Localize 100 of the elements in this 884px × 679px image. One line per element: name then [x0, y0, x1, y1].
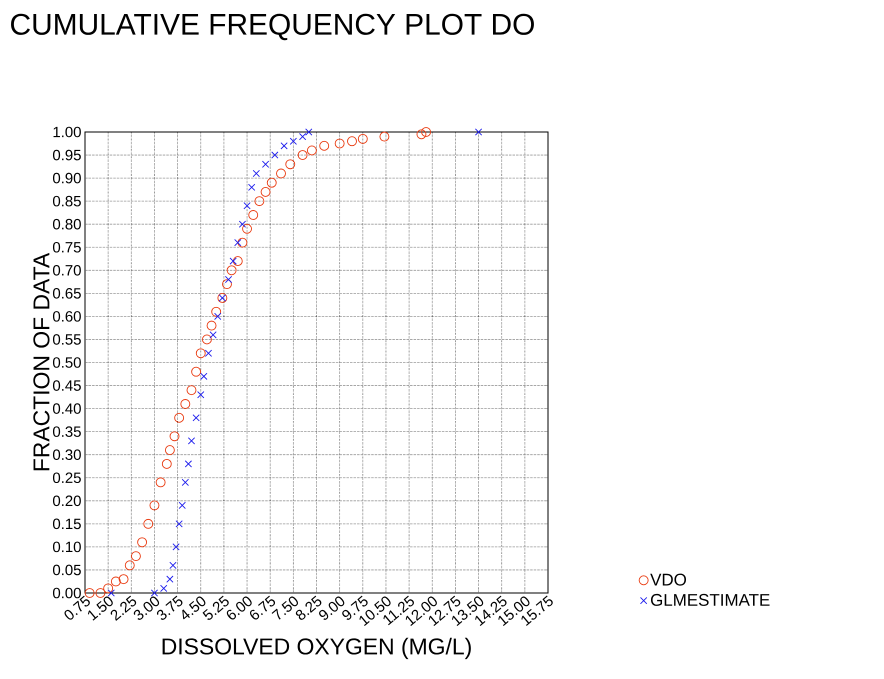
- point: [254, 196, 264, 206]
- point: [237, 238, 248, 248]
- point: [243, 202, 251, 210]
- point: [169, 562, 177, 569]
- point: [206, 320, 216, 331]
- y-tick-label: 0.65: [52, 288, 81, 299]
- point: [110, 576, 121, 586]
- point: [334, 138, 345, 148]
- y-tick-label: 0.35: [52, 426, 81, 437]
- chart-title: CUMULATIVE FREQUENCY PLOT DO: [11, 14, 534, 40]
- point: [176, 520, 183, 528]
- point: [188, 437, 196, 444]
- y-tick-label: 1.00: [54, 126, 81, 138]
- y-tick-label: 0.45: [52, 380, 81, 391]
- point: [222, 279, 232, 290]
- y-tick-label: 0.25: [52, 472, 81, 484]
- point: [182, 478, 189, 486]
- y-tick-label: 0.10: [52, 542, 81, 552]
- point: [131, 551, 141, 562]
- point: [150, 589, 158, 597]
- point: [230, 257, 237, 265]
- point: [298, 132, 306, 140]
- point: [204, 350, 212, 357]
- point: [319, 140, 330, 151]
- point: [197, 391, 204, 398]
- y-tick-label: 0.75: [52, 242, 81, 253]
- point: [200, 372, 208, 380]
- point: [160, 584, 168, 592]
- point: [214, 312, 222, 320]
- y-tick-label: 0.40: [52, 403, 81, 414]
- point: [186, 385, 196, 396]
- point: [260, 186, 271, 197]
- x-tick-label: 9.00: [319, 596, 344, 620]
- point: [358, 134, 368, 144]
- point: [266, 178, 277, 188]
- point: [271, 151, 278, 159]
- point: [162, 458, 172, 469]
- legend-label: GLMESTIMATE: [650, 594, 770, 606]
- point: [347, 136, 357, 146]
- y-tick-label: 0.80: [52, 218, 81, 230]
- point: [202, 334, 212, 344]
- point: [224, 276, 232, 284]
- point: [184, 460, 192, 468]
- x-tick-label: 8.25: [296, 596, 322, 620]
- point: [191, 366, 202, 377]
- point: [137, 537, 148, 548]
- point: [174, 412, 184, 423]
- y-tick-label: 0.85: [52, 196, 81, 206]
- point: [276, 168, 286, 178]
- point: [242, 224, 252, 234]
- point: [118, 574, 129, 584]
- point: [252, 170, 260, 178]
- point: [416, 129, 426, 140]
- point: [178, 502, 186, 510]
- x-tick-label: 3.75: [156, 596, 182, 620]
- y-tick-label: 0.05: [52, 564, 81, 576]
- point: [150, 500, 160, 510]
- legend-label: VDO: [650, 574, 686, 586]
- point: [234, 239, 242, 246]
- y-tick-label: 0.95: [52, 150, 81, 160]
- y-tick-label: 0.20: [52, 496, 81, 506]
- point: [298, 150, 308, 160]
- point: [262, 160, 270, 168]
- point: [156, 477, 166, 488]
- y-tick-label: 0.70: [52, 265, 81, 276]
- point: [285, 159, 296, 170]
- point: [103, 583, 114, 594]
- point: [192, 414, 200, 422]
- point: [280, 142, 288, 150]
- point: [164, 445, 175, 456]
- y-tick-label: 0.60: [52, 311, 81, 322]
- point: [379, 132, 390, 142]
- y-tick-label: 0.30: [52, 449, 81, 460]
- point: [238, 220, 246, 228]
- point: [232, 256, 243, 266]
- point: [143, 518, 154, 529]
- point: [172, 543, 180, 551]
- point: [170, 431, 180, 442]
- x-axis-title: DISSOLVED OXYGEN (MG/L): [162, 638, 471, 660]
- point: [196, 348, 206, 358]
- point: [211, 306, 222, 317]
- point: [180, 399, 190, 409]
- point: [166, 576, 174, 583]
- point: [209, 331, 217, 338]
- point: [290, 138, 297, 145]
- point: [474, 128, 482, 136]
- point: [306, 146, 317, 156]
- point: [421, 127, 432, 137]
- point: [248, 210, 258, 220]
- point: [305, 128, 312, 136]
- x-tick-label: 6.00: [226, 596, 252, 620]
- point: [226, 265, 237, 276]
- y-tick-label: 0.90: [52, 172, 81, 184]
- y-axis-title: FRACTION OF DATA: [33, 252, 50, 470]
- y-tick-label: 0.55: [52, 334, 81, 345]
- y-tick-label: 0.15: [52, 518, 81, 530]
- point: [248, 184, 256, 191]
- point: [124, 560, 135, 570]
- x-tick-label: 1.50: [88, 596, 113, 621]
- y-tick-label: 0.50: [52, 357, 81, 368]
